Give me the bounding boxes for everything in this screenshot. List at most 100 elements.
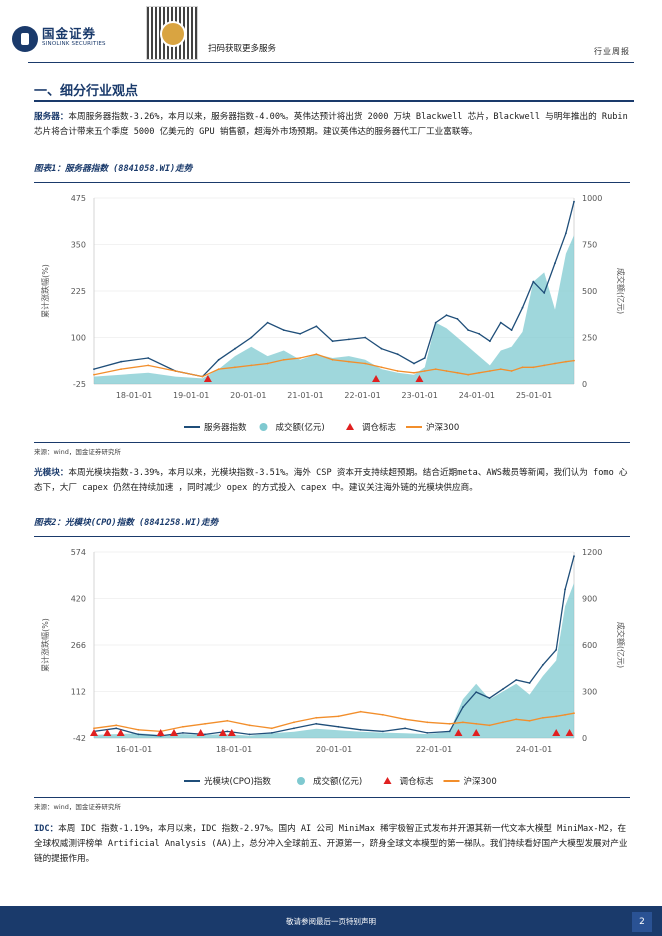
x-tick-label: 18-01-01 — [216, 745, 252, 754]
index-data-point — [413, 362, 415, 365]
index-data-point — [426, 732, 429, 734]
index-data-point — [404, 727, 406, 730]
y-tick-label: 266 — [71, 641, 86, 650]
rebalance-marker-icon — [90, 729, 98, 736]
index-data-point — [337, 725, 340, 728]
index-data-point — [315, 722, 318, 725]
series-volume-area — [94, 583, 574, 738]
logo-name-en: SINOLINK SECURITIES — [42, 41, 106, 47]
x-tick-label: 18-01-01 — [116, 391, 152, 400]
hs300-data-point — [445, 370, 448, 372]
y-tick-label: 350 — [71, 241, 86, 250]
legend-label: 光模块(CPO)指数 — [204, 776, 271, 787]
y2-tick-label: 600 — [582, 641, 597, 650]
rebalance-marker-icon — [196, 729, 205, 736]
x-tick-label: 25-01-01 — [516, 391, 552, 400]
hs300-data-point — [573, 359, 575, 362]
index-data-point — [204, 733, 207, 736]
index-data-point — [488, 697, 491, 699]
index-data-point — [521, 306, 524, 309]
index-data-point — [543, 292, 546, 294]
y2-tick-label: 1000 — [582, 194, 602, 203]
x-tick-label: 16-01-01 — [116, 745, 152, 754]
index-data-point — [137, 733, 140, 736]
rebalance-marker-icon — [116, 729, 125, 736]
rebalance-marker-icon — [565, 729, 574, 736]
legend-swatch — [383, 777, 392, 784]
paragraph-text: 本周服务器指数-3.26%，本月以来，服务器指数-4.00%。英伟达预计将出货 … — [34, 112, 628, 137]
hs300-data-point — [565, 360, 567, 363]
index-data-point — [555, 648, 558, 651]
index-data-point — [467, 329, 470, 331]
index-data-point — [542, 664, 544, 666]
index-data-point — [250, 336, 253, 339]
index-data-point — [115, 727, 118, 730]
y-tick-label: -42 — [73, 734, 86, 743]
rebalance-marker-icon — [552, 729, 561, 736]
hs300-data-point — [315, 716, 318, 719]
legend-label: 调仓标志 — [400, 776, 435, 787]
hs300-data-point — [521, 366, 524, 369]
index-data-point — [380, 347, 383, 350]
index-data-point — [423, 357, 426, 359]
hs300-data-point — [426, 721, 429, 724]
y-tick-label: 574 — [71, 548, 86, 557]
x-tick-label: 24-01-01 — [459, 391, 495, 400]
index-data-point — [396, 353, 399, 356]
hs300-data-point — [359, 710, 362, 713]
hs300-data-point — [248, 724, 251, 727]
figure-divider — [34, 536, 630, 537]
hs300-data-point — [499, 368, 502, 370]
index-data-point — [462, 706, 464, 709]
y2-tick-label: 0 — [582, 734, 587, 743]
hs300-data-point — [293, 721, 295, 724]
index-data-point — [331, 340, 334, 343]
section-divider — [34, 100, 634, 102]
hs300-data-point — [234, 366, 236, 369]
index-data-point — [528, 682, 531, 684]
index-data-point — [147, 357, 150, 359]
y2-tick-label: 900 — [582, 595, 597, 604]
header-divider — [28, 62, 634, 63]
hs300-data-point — [573, 712, 575, 715]
y-tick-label: 475 — [71, 194, 86, 203]
index-data-point — [270, 732, 273, 734]
y-tick-label: 225 — [71, 287, 86, 296]
hs300-data-point — [120, 368, 122, 370]
index-data-point — [478, 332, 480, 335]
index-data-point — [382, 730, 384, 733]
paragraph-label: 服务器： — [34, 112, 69, 122]
hs300-data-point — [299, 357, 301, 359]
index-data-point — [364, 336, 367, 339]
rebalance-marker-icon — [156, 729, 165, 736]
index-data-point — [502, 688, 504, 690]
y-axis-label: 累计涨跌幅(%) — [40, 618, 50, 672]
index-data-point — [315, 325, 318, 328]
hs300-data-point — [380, 366, 383, 369]
footer-disclaimer[interactable]: 敬请参阅最后一页特别声明 — [286, 917, 376, 926]
legend-label: 调仓标志 — [362, 422, 397, 433]
hs300-data-point — [204, 722, 207, 725]
index-data-point — [182, 732, 184, 734]
footer-bar — [0, 906, 662, 936]
rebalance-marker-icon — [218, 729, 227, 736]
section-title: 一、细分行业观点 — [34, 84, 139, 99]
y2-tick-label: 1200 — [582, 548, 602, 557]
hs300-data-point — [543, 364, 546, 367]
x-tick-label: 23-01-01 — [402, 391, 438, 400]
y2-tick-label: 750 — [582, 241, 597, 250]
y2-tick-label: 300 — [582, 688, 597, 697]
index-data-point — [489, 340, 491, 343]
hs300-data-point — [467, 373, 470, 376]
y-axis-label: 累计涨跌幅(%) — [40, 264, 50, 318]
hs300-data-point — [542, 716, 544, 719]
index-data-point — [515, 679, 518, 681]
y-tick-label: -25 — [73, 380, 86, 389]
index-data-point — [359, 728, 362, 731]
x-tick-label: 24-01-01 — [516, 745, 552, 754]
paragraph-text: 本周光模块指数-3.39%，本月以来，光模块指数-3.51%。海外 CSP 资本… — [34, 468, 628, 493]
hs300-data-point — [532, 366, 535, 369]
index-data-point — [226, 730, 229, 733]
figure-source: 来源：wind，国金证券研究所 — [34, 803, 121, 811]
y-tick-label: 100 — [71, 334, 86, 343]
